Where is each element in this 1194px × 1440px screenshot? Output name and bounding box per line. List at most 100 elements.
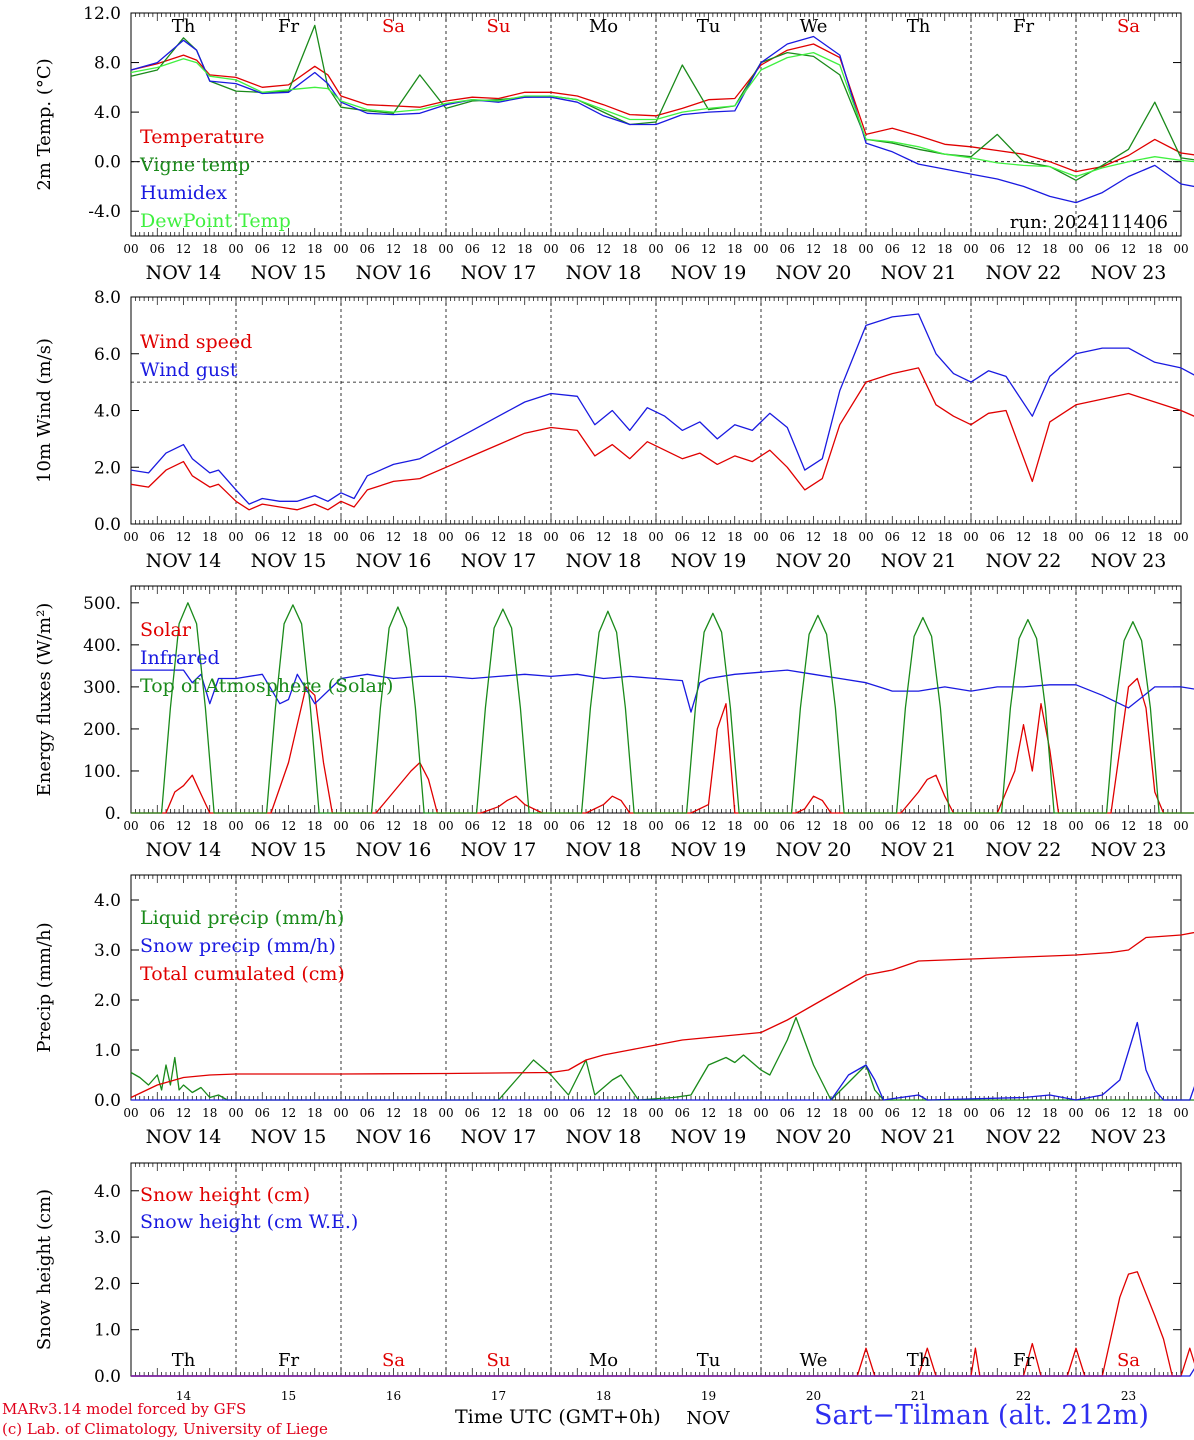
day-number: 21 bbox=[911, 1389, 926, 1403]
y-tick-label: 0.0 bbox=[94, 153, 121, 173]
date-label: NOV 15 bbox=[251, 1126, 327, 1148]
day-number: 22 bbox=[1016, 1389, 1031, 1403]
hour-label: 00 bbox=[1173, 242, 1188, 256]
y-axis-title: 10m Wind (m/s) bbox=[34, 338, 55, 483]
weekday-label: Th bbox=[907, 1350, 931, 1371]
hour-label: 12 bbox=[386, 1106, 401, 1120]
weekday-label: Th bbox=[172, 1350, 196, 1371]
hour-label: 12 bbox=[1121, 530, 1136, 544]
hour-label: 06 bbox=[675, 1106, 690, 1120]
hour-label: 00 bbox=[333, 530, 348, 544]
weekday-label: Tu bbox=[697, 1350, 721, 1371]
weekday-label: Sa bbox=[382, 1350, 405, 1371]
hour-label: 18 bbox=[1042, 530, 1057, 544]
weekday-label: Fr bbox=[278, 16, 299, 37]
hour-label: 12 bbox=[911, 1106, 926, 1120]
hour-label: 12 bbox=[596, 819, 611, 833]
hour-label: 00 bbox=[543, 819, 558, 833]
hour-label: 18 bbox=[1042, 819, 1057, 833]
y-tick-label: -4.0 bbox=[88, 202, 121, 222]
hour-label: 06 bbox=[465, 819, 480, 833]
date-label: NOV 20 bbox=[776, 1126, 852, 1148]
hour-label: 12 bbox=[176, 1106, 191, 1120]
hour-label: 18 bbox=[412, 1106, 427, 1120]
hour-label: 12 bbox=[281, 1106, 296, 1120]
date-label: NOV 14 bbox=[146, 550, 222, 572]
hour-label: 12 bbox=[281, 819, 296, 833]
date-label: NOV 23 bbox=[1091, 550, 1167, 572]
hour-label: 06 bbox=[570, 819, 585, 833]
hour-label: 06 bbox=[1095, 1106, 1110, 1120]
hour-label: 18 bbox=[727, 242, 742, 256]
hour-label: 06 bbox=[465, 530, 480, 544]
date-label: NOV 18 bbox=[566, 262, 642, 284]
y-tick-label: 100. bbox=[83, 762, 121, 782]
hour-label: 12 bbox=[806, 1106, 821, 1120]
hour-label: 00 bbox=[333, 819, 348, 833]
y-tick-label: 1.0 bbox=[94, 1321, 121, 1341]
hour-label: 18 bbox=[412, 242, 427, 256]
run-annotation: run: 2024111406 bbox=[1010, 212, 1168, 233]
legend-entry: DewPoint Temp bbox=[140, 210, 291, 232]
weekday-label: Su bbox=[487, 1350, 511, 1371]
hour-label: 06 bbox=[570, 242, 585, 256]
hour-label: 18 bbox=[622, 530, 637, 544]
hour-label: 12 bbox=[386, 242, 401, 256]
date-label: NOV 19 bbox=[671, 839, 747, 861]
hour-label: 18 bbox=[307, 819, 322, 833]
hour-label: 06 bbox=[465, 1106, 480, 1120]
hour-label: 18 bbox=[517, 1106, 532, 1120]
date-label: NOV 16 bbox=[356, 839, 432, 861]
hour-label: 00 bbox=[1173, 1106, 1188, 1120]
date-label: NOV 23 bbox=[1091, 262, 1167, 284]
hour-label: 18 bbox=[622, 1106, 637, 1120]
hour-label: 06 bbox=[150, 242, 165, 256]
date-label: NOV 14 bbox=[146, 1126, 222, 1148]
hour-label: 00 bbox=[858, 242, 873, 256]
weekday-label: Fr bbox=[1013, 16, 1034, 37]
hour-label: 00 bbox=[753, 530, 768, 544]
hour-label: 18 bbox=[307, 1106, 322, 1120]
hour-label: 12 bbox=[1121, 1106, 1136, 1120]
y-tick-label: 200. bbox=[83, 720, 121, 740]
date-label: NOV 16 bbox=[356, 550, 432, 572]
y-tick-label: 300. bbox=[83, 678, 121, 698]
panel-temp: 12.0 8.0 4.0 0.0 -4.0 2m Temp. (°C) Temperatur… bbox=[34, 4, 1194, 284]
hour-label: 12 bbox=[386, 819, 401, 833]
hour-label: 18 bbox=[937, 530, 952, 544]
weekday-label: Fr bbox=[278, 1350, 299, 1371]
hour-label: 06 bbox=[360, 1106, 375, 1120]
date-label: NOV 20 bbox=[776, 262, 852, 284]
model-credit: MARv3.14 model forced by GFS bbox=[2, 1400, 247, 1418]
hour-label: 00 bbox=[438, 1106, 453, 1120]
y-tick-label: 2.0 bbox=[94, 1274, 121, 1294]
hour-label: 06 bbox=[675, 819, 690, 833]
date-label: NOV 14 bbox=[146, 839, 222, 861]
station-name: Sart−Tilman (alt. 212m) bbox=[814, 1400, 1149, 1431]
hour-label: 18 bbox=[517, 530, 532, 544]
panel-snow: 4.0 3.0 2.0 1.0 0.0 Snow height (cm) Snow heig… bbox=[34, 1162, 1194, 1429]
hour-label: 12 bbox=[911, 242, 926, 256]
hour-label: 06 bbox=[990, 819, 1005, 833]
y-tick-label: 0.0 bbox=[94, 1091, 121, 1111]
hour-label: 12 bbox=[491, 242, 506, 256]
panel-precip: 4.0 3.0 2.0 1.0 0.0 Precip (mm/h) Liquid preci… bbox=[34, 874, 1194, 1148]
x-axis-title: Time UTC (GMT+0h) bbox=[455, 1406, 661, 1428]
hour-label: 06 bbox=[885, 242, 900, 256]
hour-label: 00 bbox=[648, 242, 663, 256]
hour-label: 12 bbox=[596, 242, 611, 256]
hour-label: 00 bbox=[543, 1106, 558, 1120]
series-line-infrared bbox=[131, 669, 1194, 713]
hour-label: 00 bbox=[123, 242, 138, 256]
weekday-label: Mo bbox=[589, 1350, 618, 1371]
y-tick-label: 12.0 bbox=[83, 4, 121, 24]
hour-label: 18 bbox=[937, 242, 952, 256]
hour-label: 00 bbox=[1068, 1106, 1083, 1120]
y-tick-label: 8.0 bbox=[94, 288, 121, 308]
day-number: 20 bbox=[806, 1389, 821, 1403]
y-tick-label: 2.0 bbox=[94, 458, 121, 478]
hour-label: 12 bbox=[701, 530, 716, 544]
hour-label: 18 bbox=[307, 530, 322, 544]
hour-label: 18 bbox=[517, 242, 532, 256]
